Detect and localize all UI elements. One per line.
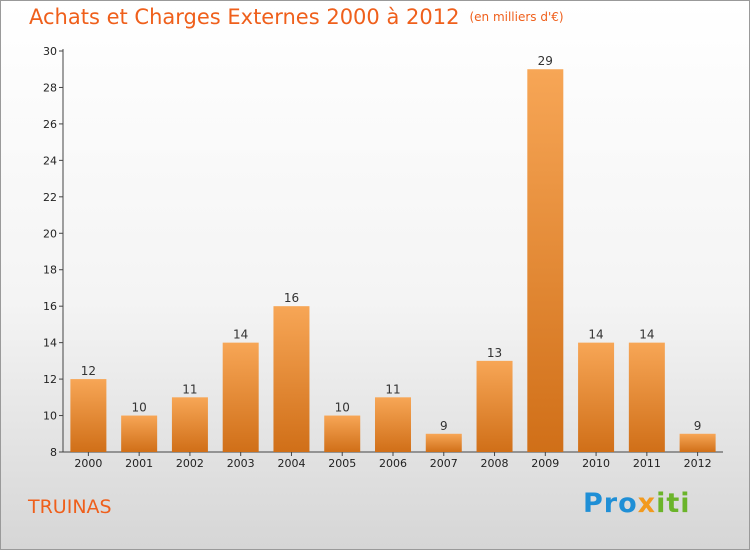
bar-2001 <box>121 415 158 452</box>
x-tick-label-2002: 2002 <box>176 457 204 470</box>
bar-2003 <box>222 342 259 452</box>
x-tick-label-2000: 2000 <box>74 457 102 470</box>
bar-2005 <box>324 415 361 452</box>
value-label-2003: 14 <box>233 328 248 342</box>
x-tick-label-2011: 2011 <box>633 457 661 470</box>
proxiti-logo: Proxiti <box>583 488 691 519</box>
bar-2007 <box>425 433 462 452</box>
x-tick-label-2010: 2010 <box>582 457 610 470</box>
y-tick-label: 10 <box>43 410 57 423</box>
value-label-2007: 9 <box>440 419 448 433</box>
x-tick-label-2003: 2003 <box>227 457 255 470</box>
bar-2012 <box>679 433 716 452</box>
value-label-2008: 13 <box>487 346 502 360</box>
logo-part-3: iti <box>656 488 691 519</box>
bar-2010 <box>578 342 615 452</box>
value-label-2000: 12 <box>81 364 96 378</box>
bar-2000 <box>70 379 107 452</box>
value-label-2005: 10 <box>335 401 350 415</box>
chart-subtitle: (en milliers d'€) <box>469 10 564 24</box>
y-tick-label: 8 <box>50 446 57 459</box>
bar-2009 <box>527 69 564 453</box>
y-tick-label: 16 <box>43 300 57 313</box>
value-label-2002: 11 <box>182 382 197 396</box>
value-label-2001: 10 <box>132 401 147 415</box>
y-tick-label: 14 <box>43 337 57 350</box>
bar-2008 <box>476 360 513 452</box>
logo-part-2: x <box>637 488 657 519</box>
x-tick-label-2006: 2006 <box>379 457 407 470</box>
bar-2004 <box>273 306 310 452</box>
x-tick-label-2005: 2005 <box>328 457 356 470</box>
value-label-2012: 9 <box>694 419 702 433</box>
y-tick-label: 20 <box>43 227 57 240</box>
value-label-2010: 14 <box>588 328 603 342</box>
chart-title-text: Achats et Charges Externes 2000 à 2012 <box>29 5 460 29</box>
y-tick-label: 22 <box>43 191 57 204</box>
x-tick-label-2008: 2008 <box>481 457 509 470</box>
value-label-2006: 11 <box>385 382 400 396</box>
bar-2002 <box>171 397 208 452</box>
x-tick-label-2001: 2001 <box>125 457 153 470</box>
commune-name: TRUINAS <box>28 496 112 518</box>
y-tick-label: 30 <box>43 45 57 58</box>
value-label-2011: 14 <box>639 328 654 342</box>
y-tick-label: 26 <box>43 118 57 131</box>
x-tick-label-2004: 2004 <box>277 457 305 470</box>
bar-2011 <box>628 342 665 452</box>
y-tick-label: 24 <box>43 154 57 167</box>
x-tick-label-2007: 2007 <box>430 457 458 470</box>
x-tick-label-2009: 2009 <box>531 457 559 470</box>
logo-part-1: Pro <box>583 488 638 519</box>
value-label-2004: 16 <box>284 291 299 305</box>
y-tick-label: 28 <box>43 81 57 94</box>
bar-2006 <box>375 397 411 452</box>
value-label-2009: 29 <box>538 54 553 68</box>
chart-title: Achats et Charges Externes 2000 à 2012 (e… <box>29 5 564 29</box>
y-tick-label: 12 <box>43 373 57 386</box>
x-tick-label-2012: 2012 <box>684 457 712 470</box>
y-tick-label: 18 <box>43 264 57 277</box>
